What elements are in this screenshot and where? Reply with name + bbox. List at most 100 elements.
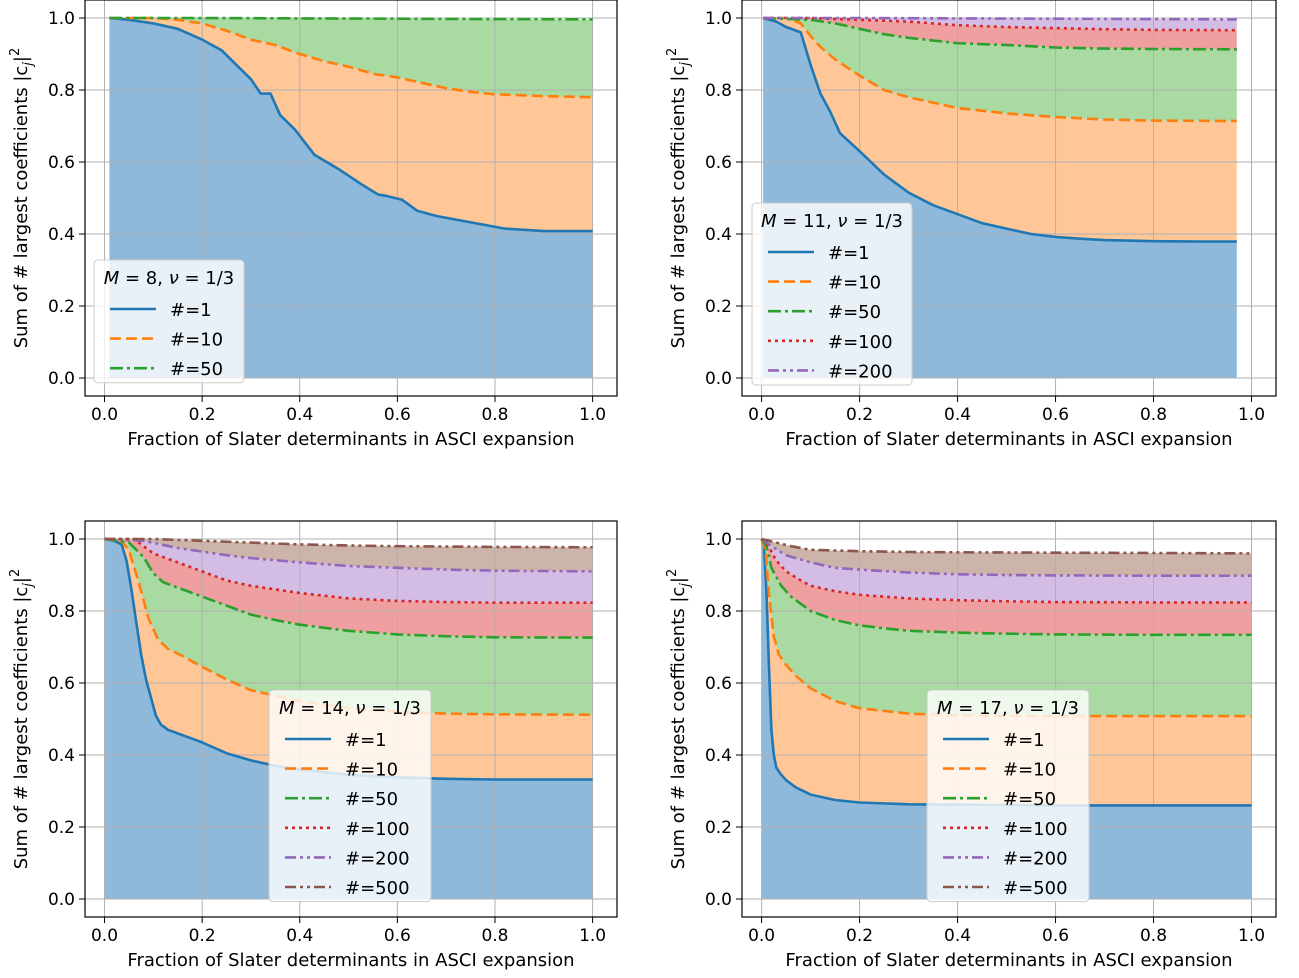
fill-band-n50 [104,539,593,715]
x-tick-label: 1.0 [579,926,606,946]
y-axis-label: Sum of # largest coefficients |cj|2 [665,569,693,870]
y-axis-label-bar: | [11,577,32,583]
x-tick-label: 1.0 [579,405,606,425]
fill-band-n100 [104,539,593,638]
legend-title-nu: ν [355,698,365,719]
fill-band-n100 [763,18,1237,50]
x-tick-label: 0.2 [846,926,873,946]
x-tick-label: 0.0 [748,405,775,425]
legend-label: #=50 [1003,789,1056,810]
legend-label: #=200 [345,848,410,869]
x-axis-label: Fraction of Slater determinants in ASCI … [127,950,574,971]
series-line-n100 [760,537,1252,604]
series-line-n10 [109,16,593,99]
legend-label: #=1 [345,730,387,751]
fill-band-n10 [763,18,1237,242]
y-tick-label: 0.8 [48,81,75,101]
series-line-n1 [109,16,593,233]
y-tick-label: 0.2 [48,297,75,317]
legend-label: #=10 [170,330,223,351]
x-tick-label: 0.4 [286,926,313,946]
legend-title-m: M [761,211,777,232]
legend-label: #=1 [1003,730,1045,751]
y-tick-label: 0.8 [48,602,75,622]
legend-label: #=100 [1003,819,1068,840]
x-tick-label: 0.4 [944,926,971,946]
legend-title-value: = 8, [119,268,168,289]
fill-band-n50 [763,18,1237,121]
legend: M = 14, ν = 1/3 #=1 #=10 #=50 #=100 #=200 #=50… [268,689,432,903]
y-tick-label: 0.0 [705,369,732,389]
fill-band-n200 [761,539,1252,603]
y-tick-label: 0.2 [705,818,732,838]
legend-label: #=500 [1003,878,1068,899]
y-axis-label-superscript: 2 [8,569,23,577]
legend-title-nu: ν [169,268,179,289]
x-tick-label: 0.6 [384,405,411,425]
legend-title-m: M [279,698,295,719]
legend-label: #=100 [828,332,893,353]
legend-box [926,689,1090,903]
x-tick-label: 0.2 [189,405,216,425]
x-tick-label: 1.0 [1238,405,1265,425]
plot-frame [741,0,1277,397]
x-axis-label: Fraction of Slater determinants in ASCI … [785,429,1232,450]
fill-band-n50 [109,18,593,98]
legend-box [93,259,245,384]
legend: M = 8, ν = 1/3 #=1 #=10 #=50 [93,259,245,384]
legend: M = 17, ν = 1/3 #=1 #=10 #=50 #=100 #=200 #=50… [926,689,1090,903]
y-tick-label: 1.0 [705,530,732,550]
y-axis-label-subscript: j [678,62,693,68]
y-axis-label-subscript: j [678,583,693,589]
x-tick-label: 0.4 [944,405,971,425]
y-tick-label: 1.0 [48,9,75,29]
series-line-n50 [763,16,1237,51]
legend-title: M = 8, ν = 1/3 [104,268,235,289]
legend-label: #=50 [345,789,398,810]
y-tick-label: 0.8 [705,602,732,622]
x-axis-label: Fraction of Slater determinants in ASCI … [127,429,574,450]
x-tick-label: 0.2 [846,405,873,425]
legend-label: #=200 [828,361,893,382]
legend-label: #=10 [345,760,398,781]
plot-frame [84,0,618,397]
legend-label: #=100 [345,819,410,840]
y-axis-label: Sum of # largest coefficients |cj|2 [665,48,693,349]
series-line-n10 [763,16,1237,123]
fill-band-n500 [104,539,593,572]
fill-band-n10 [109,18,593,232]
legend-title-nu: ν [1013,698,1023,719]
legend-title: M = 17, ν = 1/3 [937,698,1079,719]
y-tick-label: 0.0 [48,369,75,389]
x-tick-label: 0.6 [1042,405,1069,425]
fill-band-n10 [104,539,593,780]
y-tick-label: 0.8 [705,81,732,101]
y-axis-label: Sum of # largest coefficients |cj|2 [8,569,36,870]
legend-title: M = 11, ν = 1/3 [761,211,903,232]
plot-frame [84,520,618,918]
y-axis-label-main: Sum of # largest coefficients |c [668,66,689,349]
x-tick-label: 0.8 [1140,926,1167,946]
y-axis-label-main: Sum of # largest coefficients |c [668,587,689,870]
x-tick-label: 0.6 [1042,926,1069,946]
series-line-n1 [762,16,1237,243]
legend-label: #=50 [828,302,881,323]
x-tick-label: 0.8 [481,405,508,425]
series-line-n100 [104,537,593,604]
series-line-n200 [763,16,1237,21]
legend-label: #=10 [1003,760,1056,781]
legend-title-fraction: = 1/3 [179,268,235,289]
legend-title-value: = 17, [953,698,1014,719]
y-tick-label: 0.4 [705,225,732,245]
series-line-n500 [104,537,593,549]
y-tick-label: 0.4 [48,746,75,766]
legend-title-fraction: = 1/3 [847,211,903,232]
legend-title-fraction: = 1/3 [365,698,421,719]
fill-band-n1 [104,539,593,899]
fill-band-n500 [761,539,1252,576]
legend-label: #=10 [828,273,881,294]
series-line-n50 [760,538,1252,637]
legend-title-value: = 11, [777,211,838,232]
y-tick-label: 0.6 [705,674,732,694]
